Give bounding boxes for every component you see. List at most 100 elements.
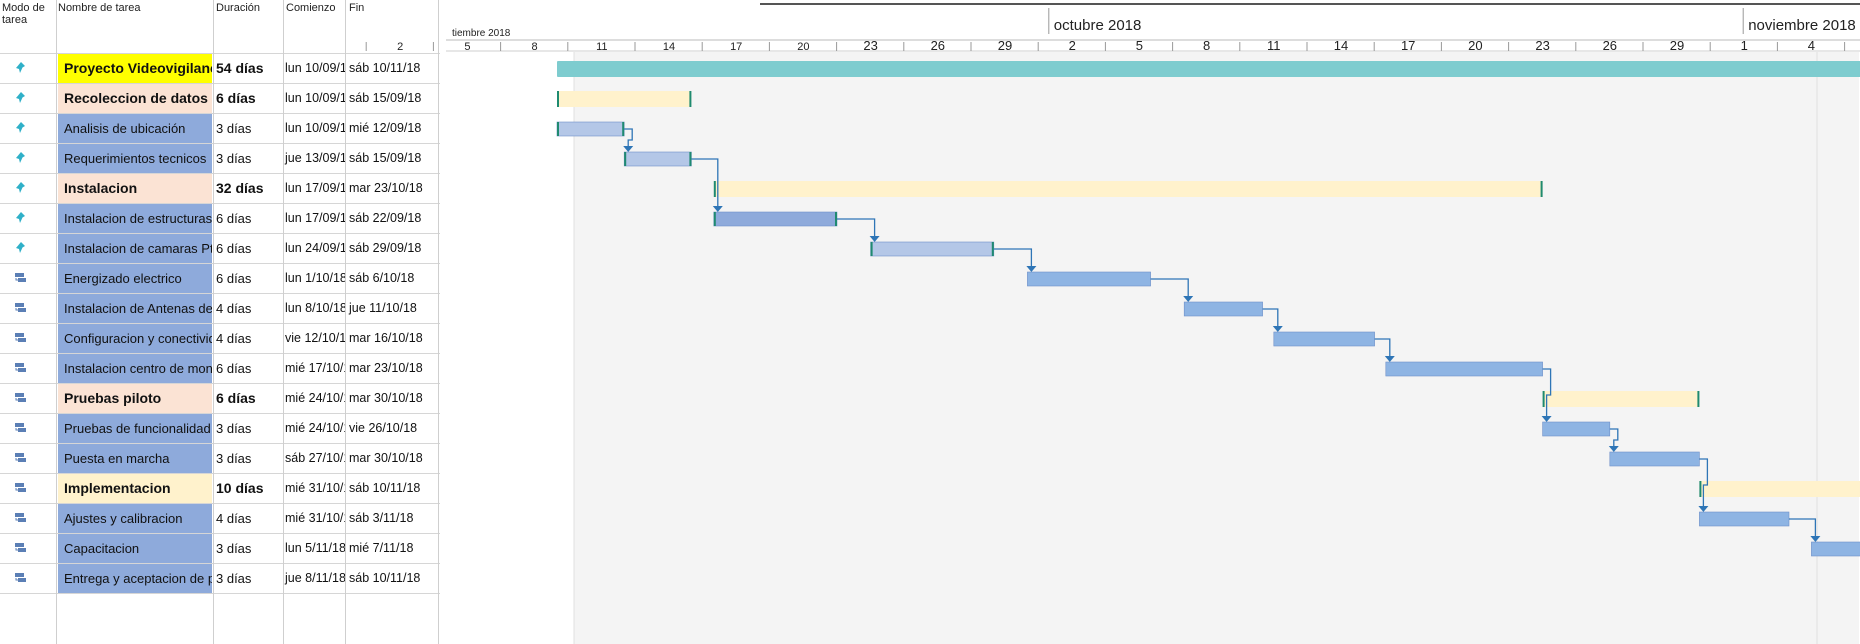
- task-end-cell[interactable]: mar 16/10/18: [349, 331, 423, 345]
- table-row[interactable]: Ajustes y calibracion 4 días mié 31/10/18 s…: [0, 504, 440, 534]
- task-duration-cell[interactable]: 6 días: [216, 211, 252, 226]
- task-end-cell[interactable]: sáb 10/11/18: [349, 571, 421, 585]
- header-end[interactable]: Fin: [349, 2, 365, 14]
- task-start-cell[interactable]: lun 1/10/18: [285, 271, 345, 285]
- task-end-cell[interactable]: mar 30/10/18: [349, 391, 423, 405]
- task-duration-cell[interactable]: 4 días: [216, 331, 252, 346]
- task-end-cell[interactable]: sáb 29/09/18: [349, 241, 422, 255]
- task-end-cell[interactable]: mié 7/11/18: [349, 541, 414, 555]
- task-name-cell[interactable]: Recoleccion de datos: [58, 84, 212, 113]
- task-end-cell[interactable]: mar 30/10/18: [349, 451, 423, 465]
- task-duration-cell[interactable]: 3 días: [216, 121, 252, 136]
- task-end-cell[interactable]: sáb 15/09/18: [349, 151, 422, 165]
- dependency-arrowhead: [712, 206, 723, 212]
- table-row[interactable]: Requerimientos tecnicos 3 días jue 13/09/1…: [0, 144, 440, 174]
- task-end-cell[interactable]: sáb 6/10/18: [349, 271, 415, 285]
- task-duration-cell[interactable]: 3 días: [216, 421, 252, 436]
- table-row[interactable]: Instalacion de Antenas de enla 4 días lun …: [0, 294, 440, 324]
- task-start-cell[interactable]: mié 31/10/18: [285, 481, 345, 495]
- task-end-cell[interactable]: sáb 10/11/18: [349, 481, 421, 495]
- table-row[interactable]: Energizado electrico 6 días lun 1/10/18 sáb…: [0, 264, 440, 294]
- task-duration-cell[interactable]: 3 días: [216, 571, 252, 586]
- task-duration-cell[interactable]: 3 días: [216, 451, 252, 466]
- task-name-cell[interactable]: Capacitacion: [58, 534, 212, 563]
- task-duration-cell[interactable]: 6 días: [216, 361, 252, 376]
- task-duration-cell[interactable]: 32 días: [216, 180, 264, 196]
- header-start[interactable]: Comienzo: [286, 2, 336, 14]
- table-row[interactable]: Puesta en marcha 3 días sáb 27/10/18 mar 30…: [0, 444, 440, 474]
- task-duration-cell[interactable]: 54 días: [216, 60, 264, 76]
- row-divider: [0, 563, 440, 564]
- task-start-cell[interactable]: jue 13/09/18: [285, 151, 345, 165]
- task-start-cell[interactable]: vie 12/10/18: [285, 331, 345, 345]
- task-start-cell[interactable]: sáb 27/10/18: [285, 451, 345, 465]
- task-duration-cell[interactable]: 3 días: [216, 541, 252, 556]
- task-start-cell[interactable]: lun 10/09/18: [285, 61, 345, 75]
- task-name-cell[interactable]: Pruebas de funcionalidad: [58, 414, 212, 443]
- task-name-cell[interactable]: Instalacion de estructuras: [58, 204, 212, 233]
- header-mode[interactable]: Modo de tarea: [2, 2, 45, 26]
- task-name-cell[interactable]: Proyecto Videovigilancia: [58, 54, 212, 83]
- task-name-cell[interactable]: Instalacion de camaras Ptz: [58, 234, 212, 263]
- task-duration-cell[interactable]: 4 días: [216, 511, 252, 526]
- task-bar: [870, 241, 995, 257]
- task-duration-cell[interactable]: 6 días: [216, 390, 256, 406]
- task-duration-cell[interactable]: 10 días: [216, 480, 264, 496]
- task-name-cell[interactable]: Ajustes y calibracion: [58, 504, 212, 533]
- table-row[interactable]: Instalacion de estructuras 6 días lun 17/0…: [0, 204, 440, 234]
- task-end-cell[interactable]: sáb 15/09/18: [349, 91, 422, 105]
- task-duration-cell[interactable]: 6 días: [216, 241, 252, 256]
- task-start-cell[interactable]: mié 17/10/18: [285, 361, 345, 375]
- task-end-cell[interactable]: sáb 22/09/18: [349, 211, 422, 225]
- table-row[interactable]: Entrega y aceptacion de proye 3 días jue 8…: [0, 564, 440, 594]
- task-start-cell[interactable]: jue 8/11/18: [285, 571, 345, 585]
- table-row[interactable]: Analisis de ubicación 3 días lun 10/09/18 m…: [0, 114, 440, 144]
- dependency-arrowhead: [1698, 506, 1709, 512]
- task-duration-cell[interactable]: 6 días: [216, 90, 256, 106]
- task-name-cell[interactable]: Instalacion de Antenas de enla: [58, 294, 212, 323]
- task-start-cell[interactable]: lun 10/09/18: [285, 121, 345, 135]
- task-name-cell[interactable]: Requerimientos tecnicos: [58, 144, 212, 173]
- task-name-cell[interactable]: Energizado electrico: [58, 264, 212, 293]
- task-start-cell[interactable]: mié 24/10/18: [285, 391, 345, 405]
- header-duration[interactable]: Duración: [216, 2, 261, 14]
- task-start-cell[interactable]: lun 24/09/18: [285, 241, 345, 255]
- header-name[interactable]: Nombre de tarea: [58, 2, 141, 14]
- task-name-cell[interactable]: Pruebas piloto: [58, 384, 212, 413]
- task-name-cell[interactable]: Instalacion centro de monitore: [58, 354, 212, 383]
- task-start-cell[interactable]: lun 17/09/18: [285, 181, 345, 195]
- task-end-cell[interactable]: jue 11/10/18: [349, 301, 417, 315]
- task-start-cell[interactable]: mié 31/10/18: [285, 511, 345, 525]
- task-name-cell[interactable]: Configuracion y conectividad: [58, 324, 212, 353]
- task-start-cell[interactable]: lun 5/11/18: [285, 541, 345, 555]
- task-end-cell[interactable]: mar 23/10/18: [349, 361, 423, 375]
- table-row[interactable]: Instalacion de camaras Ptz 6 días lun 24/0…: [0, 234, 440, 264]
- task-duration-cell[interactable]: 4 días: [216, 301, 252, 316]
- task-name-cell[interactable]: Entrega y aceptacion de proye: [58, 564, 212, 593]
- task-name-cell[interactable]: Puesta en marcha: [58, 444, 212, 473]
- task-end-cell[interactable]: mar 23/10/18: [349, 181, 423, 195]
- task-name-cell[interactable]: Implementacion: [58, 474, 212, 503]
- task-start-cell[interactable]: lun 8/10/18: [285, 301, 345, 315]
- task-end-cell[interactable]: sáb 10/11/18: [349, 61, 421, 75]
- table-row[interactable]: Configuracion y conectividad 4 días vie 12…: [0, 324, 440, 354]
- table-row[interactable]: Proyecto Videovigilancia54 días lun 10/09…: [0, 54, 440, 84]
- task-start-cell[interactable]: lun 17/09/18: [285, 211, 345, 225]
- task-duration-cell[interactable]: 6 días: [216, 271, 252, 286]
- table-row[interactable]: Pruebas de funcionalidad 3 días mié 24/10/…: [0, 414, 440, 444]
- task-name-cell[interactable]: Instalacion: [58, 174, 212, 203]
- task-end-cell[interactable]: vie 26/10/18: [349, 421, 418, 435]
- task-name-cell[interactable]: Analisis de ubicación: [58, 114, 212, 143]
- task-end-cell[interactable]: sáb 3/11/18: [349, 511, 414, 525]
- table-row[interactable]: Capacitacion 3 días lun 5/11/18 mié 7/11/18: [0, 534, 440, 564]
- table-row[interactable]: Instalacion centro de monitore 6 días mié …: [0, 354, 440, 384]
- task-end-cell[interactable]: mié 12/09/18: [349, 121, 422, 135]
- task-start-cell[interactable]: mié 24/10/18: [285, 421, 345, 435]
- task-duration-cell[interactable]: 3 días: [216, 151, 252, 166]
- task-start-cell[interactable]: lun 10/09/18: [285, 91, 345, 105]
